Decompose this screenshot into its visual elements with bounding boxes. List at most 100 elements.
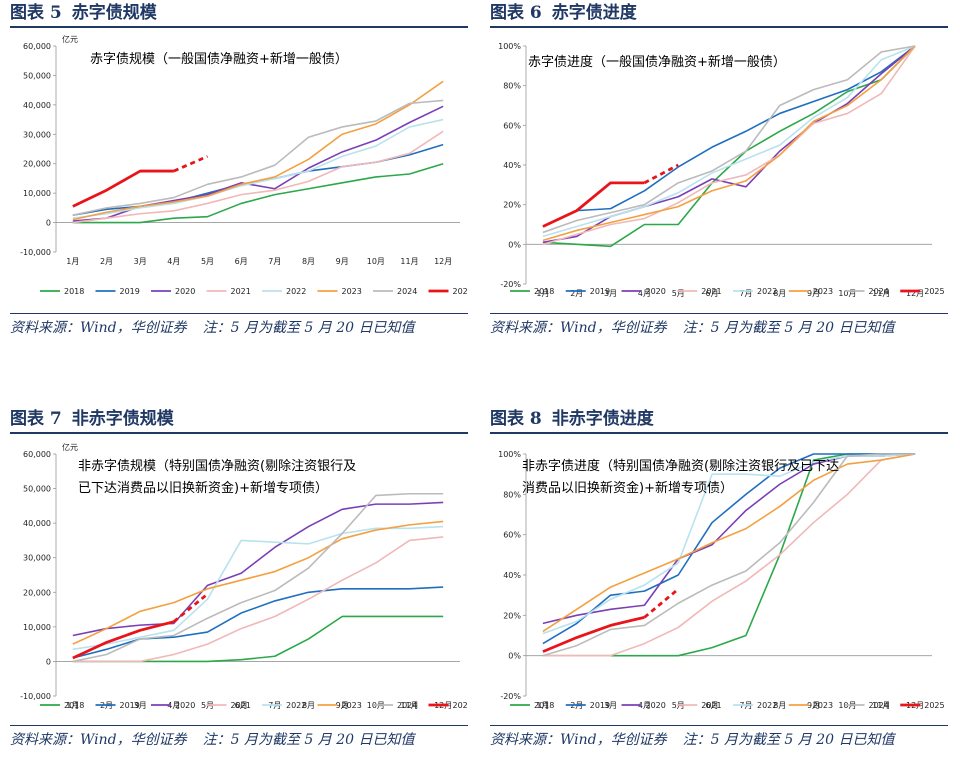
y-tick-label: 60% bbox=[503, 121, 521, 130]
x-tick-label: 3月 bbox=[134, 701, 147, 710]
y-tick-label: 60,000 bbox=[23, 450, 51, 459]
chart-subtitle: 非赤字债进度（特别国债净融资(剔除注资银行及已下达 bbox=[522, 458, 839, 474]
legend-label-2021: 2021 bbox=[701, 287, 721, 296]
chart-area: -10,000 0 10,000 20,000 30,000 40,000 50,000 60… bbox=[10, 30, 468, 306]
series-line-2024 bbox=[542, 45, 916, 234]
series-line-2025-dashed bbox=[172, 592, 209, 623]
x-tick-label: 12月 bbox=[906, 289, 924, 298]
legend-label-2018: 2018 bbox=[534, 701, 554, 710]
x-tick-label: 1月 bbox=[66, 701, 79, 710]
unit-label: 亿元 bbox=[62, 34, 78, 44]
non-deficit-bond-progress-chart: -20%0%20%40%60%80%100%1月2月3月4月5月6月7月8月9月… bbox=[498, 450, 944, 710]
legend-label-2019: 2019 bbox=[590, 287, 610, 296]
legend-label-2024: 2024 bbox=[869, 287, 889, 296]
series-line-2018 bbox=[72, 162, 444, 224]
legend-label-2019: 2019 bbox=[120, 287, 140, 296]
legend-label-2023: 2023 bbox=[342, 701, 362, 710]
y-tick-label: 100% bbox=[498, 42, 521, 51]
series-line-2020 bbox=[542, 45, 916, 244]
series-line-2022 bbox=[72, 525, 444, 651]
y-tick-label: 40% bbox=[503, 161, 521, 170]
legend-label-2025: 2025 bbox=[924, 701, 944, 710]
legend-label-2022: 2022 bbox=[286, 701, 306, 710]
x-tick-label: 3月 bbox=[604, 289, 617, 298]
x-tick-label: 7月 bbox=[268, 257, 281, 266]
legend-label-2023: 2023 bbox=[813, 701, 833, 710]
x-tick-label: 8月 bbox=[773, 289, 786, 298]
series-line-2023 bbox=[72, 80, 444, 221]
y-tick-label: 40% bbox=[503, 571, 521, 580]
legend-label-2024: 2024 bbox=[397, 287, 417, 296]
y-tick-label: -20% bbox=[500, 692, 521, 701]
y-tick-label: -20% bbox=[500, 280, 521, 289]
series-line-2025-dashed bbox=[643, 163, 679, 185]
x-tick-label: 1月 bbox=[536, 289, 549, 298]
y-tick-label: 30,000 bbox=[23, 554, 51, 563]
y-tick-label: 10,000 bbox=[23, 623, 51, 632]
x-tick-label: 11月 bbox=[400, 701, 418, 710]
figure-title: 图表 5 赤字债规模 bbox=[10, 0, 468, 28]
x-tick-label: 2月 bbox=[570, 289, 583, 298]
unit-label: 亿元 bbox=[62, 442, 78, 452]
legend-label-2019: 2019 bbox=[120, 701, 140, 710]
x-tick-label: 3月 bbox=[604, 701, 617, 710]
y-tick-label: 60% bbox=[503, 531, 521, 540]
series-line-2021 bbox=[72, 130, 444, 224]
legend-label-2018: 2018 bbox=[64, 701, 84, 710]
series-line-2021 bbox=[72, 536, 444, 663]
y-tick-label: 0 bbox=[46, 657, 51, 666]
legend-label-2020: 2020 bbox=[646, 287, 666, 296]
y-tick-label: 60,000 bbox=[23, 42, 51, 51]
series-line-2020 bbox=[72, 105, 444, 222]
legend-label-2025: 2025 bbox=[453, 287, 469, 296]
legend-label-2024: 2024 bbox=[869, 701, 889, 710]
x-tick-label: 4月 bbox=[638, 701, 651, 710]
legend-label-2025: 2025 bbox=[453, 701, 469, 710]
series-line-2025-dashed bbox=[643, 588, 680, 619]
series-line-2023 bbox=[72, 520, 444, 645]
y-tick-label: -10,000 bbox=[20, 692, 51, 701]
series-line-2025 bbox=[542, 181, 645, 228]
series-line-2022 bbox=[542, 45, 916, 238]
x-tick-label: 6月 bbox=[706, 701, 719, 710]
y-tick-label: 40,000 bbox=[23, 101, 51, 110]
figure-title: 图表 8 非赤字债进度 bbox=[490, 406, 948, 434]
non-deficit-bond-scale-chart: -10,000 0 10,000 20,000 30,000 40,000 50,000 60… bbox=[20, 442, 469, 710]
legend-label-2022: 2022 bbox=[286, 287, 306, 296]
chart-subtitle: 赤字债规模（一般国债净融资+新增一般债） bbox=[90, 51, 348, 67]
chart-subtitle: 非赤字债规模（特别国债净融资(剔除注资银行及 bbox=[78, 459, 356, 474]
y-tick-label: 40,000 bbox=[23, 519, 51, 528]
series-line-2025 bbox=[542, 615, 645, 653]
x-tick-label: 11月 bbox=[872, 701, 890, 710]
x-tick-label: 1月 bbox=[66, 257, 79, 266]
figure-title: 图表 7 非赤字债规模 bbox=[10, 406, 468, 434]
x-tick-label: 4月 bbox=[167, 257, 180, 266]
legend-label-2021: 2021 bbox=[231, 287, 251, 296]
x-tick-label: 2月 bbox=[100, 257, 113, 266]
deficit-bond-progress-chart: -20% 0% 20% 40% 60% 80% 100% 1月 2月 3月 4月 5月 6月 7月 8月 9月… bbox=[498, 42, 944, 298]
x-tick-label: 6月 bbox=[235, 701, 248, 710]
series-line-2021 bbox=[542, 453, 916, 657]
legend-label-2022: 2022 bbox=[757, 701, 777, 710]
x-tick-label: 11月 bbox=[872, 289, 890, 298]
y-tick-label: 80% bbox=[503, 490, 521, 499]
series-line-2022 bbox=[72, 118, 444, 219]
x-tick-label: 9月 bbox=[807, 701, 820, 710]
figure-title: 图表 6 赤字债进度 bbox=[490, 0, 948, 28]
chart-area: -20%0%20%40%60%80%100%1月2月3月4月5月6月7月8月9月… bbox=[490, 436, 948, 718]
series-line-2020 bbox=[542, 453, 916, 625]
y-tick-label: 80% bbox=[503, 82, 521, 91]
series-line-2025 bbox=[72, 169, 174, 208]
series-line-2020 bbox=[72, 501, 444, 637]
x-tick-label: 8月 bbox=[773, 701, 786, 710]
x-tick-label: 12月 bbox=[434, 257, 452, 266]
legend-label-2024: 2024 bbox=[397, 701, 417, 710]
y-tick-label: 30,000 bbox=[23, 130, 51, 139]
legend-label-2019: 2019 bbox=[590, 701, 610, 710]
x-tick-label: 5月 bbox=[201, 257, 214, 266]
x-tick-label: 10月 bbox=[367, 257, 385, 266]
legend-label-2023: 2023 bbox=[342, 287, 362, 296]
y-tick-label: 10,000 bbox=[23, 189, 51, 198]
legend-label-2018: 2018 bbox=[534, 287, 554, 296]
